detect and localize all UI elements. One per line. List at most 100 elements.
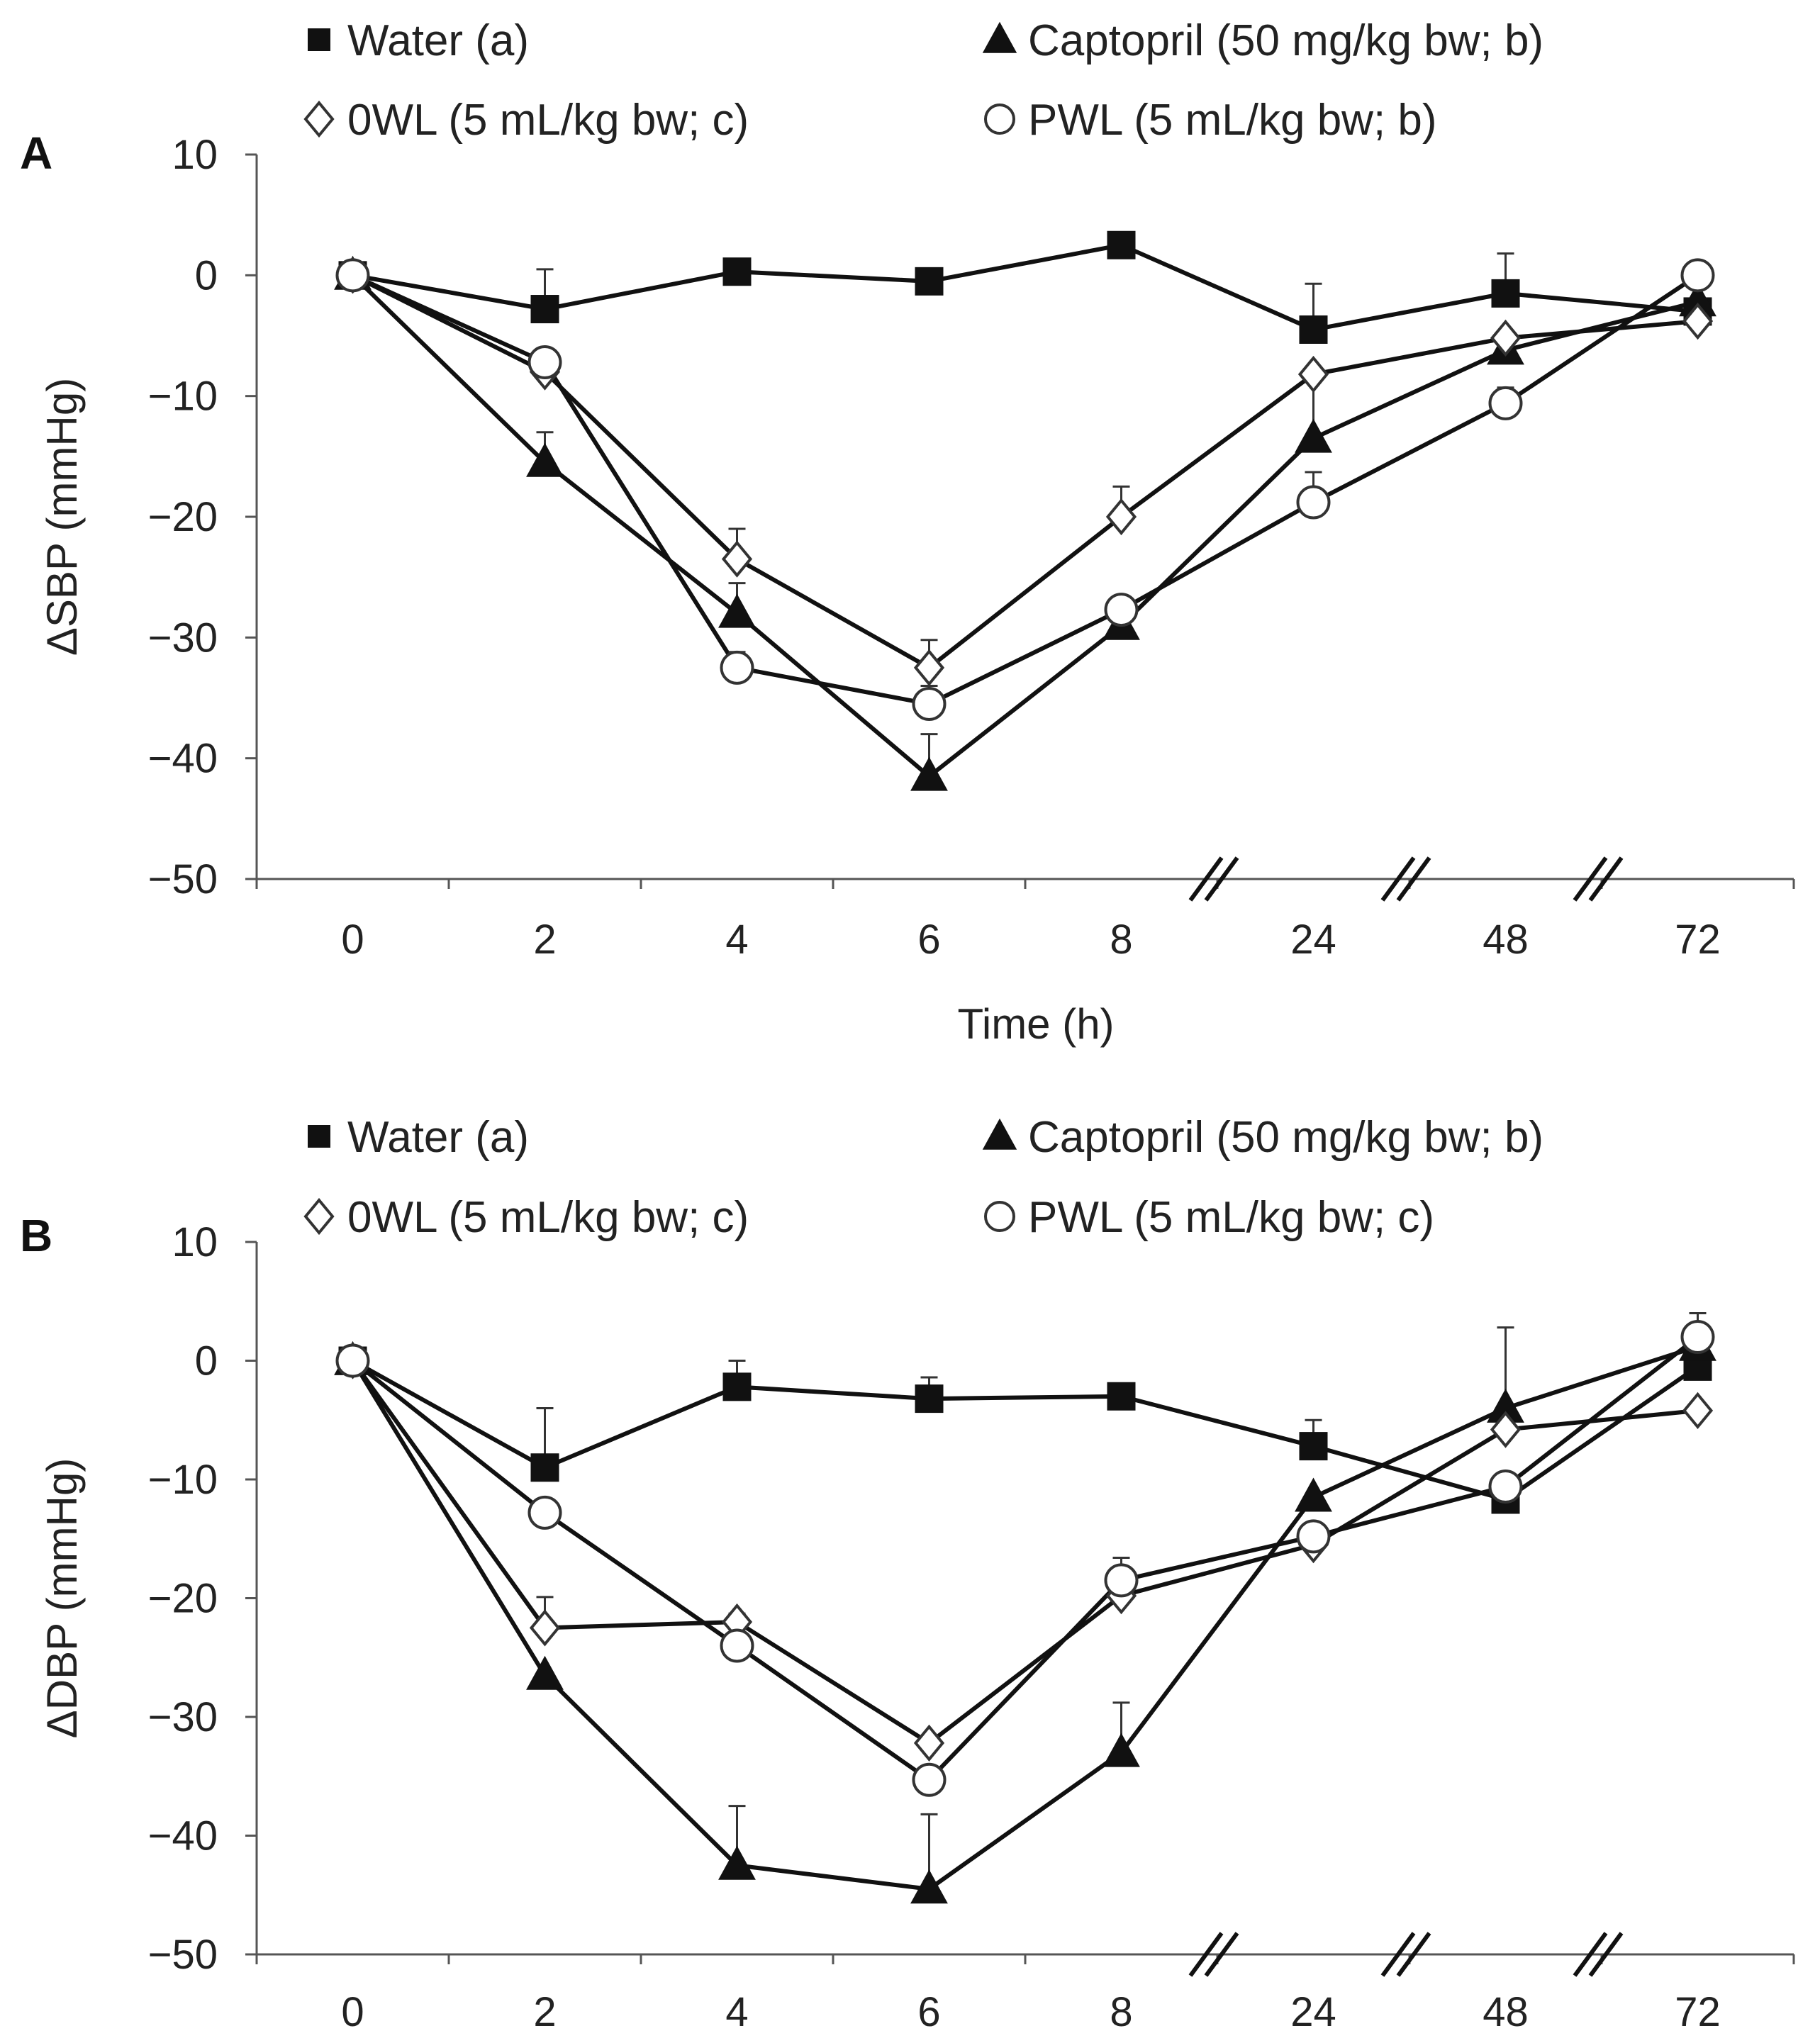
y-tick-label: −40 <box>148 736 218 782</box>
axis-break-stroke <box>1396 856 1431 902</box>
data-point-filled-square <box>722 257 752 286</box>
x-tick-label: 72 <box>1675 917 1721 963</box>
data-point-filled-triangle <box>1102 1733 1140 1767</box>
panel-label: A <box>20 128 52 179</box>
data-point-open-circle <box>335 1343 370 1378</box>
series-line-filled-square <box>352 1358 1699 1502</box>
x-axis-label: Time (h) <box>957 1000 1114 1048</box>
y-tick-label: −50 <box>148 856 218 902</box>
x-tick-label: 0 <box>341 1989 364 2035</box>
x-tick-label: 48 <box>1483 917 1529 963</box>
legend-entry-open-circle: PWL (5 mL/kg bw; c) <box>984 1193 1434 1242</box>
legend-marker-open-circle <box>984 103 1015 135</box>
legend-label: Captopril (50 mg/kg bw; b) <box>1028 1113 1543 1162</box>
legend-entry-open-diamond: 0WL (5 mL/kg bw; c) <box>303 1193 749 1242</box>
data-point-open-diamond <box>1105 498 1137 536</box>
axis-break-stroke <box>1573 856 1608 902</box>
data-point-open-circle <box>1296 485 1331 520</box>
y-tick-label: −30 <box>148 615 218 661</box>
data-point-open-diamond <box>1490 1411 1522 1448</box>
x-tick-label: 8 <box>1110 917 1132 963</box>
data-point-filled-square <box>915 267 944 296</box>
x-tick-label: 48 <box>1483 1989 1529 2035</box>
data-point-filled-triangle <box>526 442 564 477</box>
legend-marker-open-diamond <box>303 1197 335 1236</box>
data-point-filled-square <box>1107 230 1136 259</box>
data-point-filled-square <box>722 1372 752 1401</box>
y-tick-label: −20 <box>148 1576 218 1622</box>
data-point-open-circle <box>1680 258 1715 293</box>
x-tick-label: 6 <box>917 1989 940 2035</box>
legend-marker-filled-square <box>308 28 330 51</box>
data-point-open-circle <box>1104 1563 1139 1598</box>
data-point-filled-square <box>530 295 559 324</box>
data-point-open-circle <box>527 1495 562 1530</box>
legend-marker-filled-triangle <box>982 1118 1017 1150</box>
data-point-open-circle <box>1680 1320 1715 1354</box>
axis-break-stroke <box>1380 856 1416 902</box>
data-point-open-diamond <box>721 540 753 578</box>
data-point-filled-square <box>1299 1432 1328 1461</box>
legend-label: Water (a) <box>347 16 529 65</box>
axis-break-mark <box>1188 856 1239 902</box>
data-point-filled-triangle <box>910 756 948 791</box>
x-tick-label: 24 <box>1290 917 1336 963</box>
y-tick-label: 10 <box>172 1219 218 1265</box>
data-point-open-circle <box>527 345 562 379</box>
data-point-filled-triangle <box>526 1655 564 1690</box>
axis-break-mark <box>1188 1932 1239 1977</box>
axis-break-mark <box>1380 856 1431 902</box>
legend-label: PWL (5 mL/kg bw; b) <box>1028 96 1437 145</box>
data-point-open-circle <box>1104 593 1139 627</box>
data-point-open-circle <box>912 1762 947 1797</box>
axis-break-stroke <box>1204 856 1239 902</box>
data-point-open-circle <box>720 650 754 685</box>
series-line-filled-triangle <box>351 274 1699 779</box>
x-tick-label: 2 <box>533 1989 556 2035</box>
legend-entry-open-circle: PWL (5 mL/kg bw; b) <box>984 96 1437 145</box>
axis-break-stroke <box>1204 1932 1239 1977</box>
panel-label: B <box>20 1210 52 1261</box>
x-tick-label: 72 <box>1675 1989 1721 2035</box>
data-point-filled-square <box>915 1384 944 1414</box>
legend-marker-filled-square <box>308 1125 330 1148</box>
y-tick-label: −10 <box>148 1457 218 1503</box>
data-point-open-circle <box>335 258 370 293</box>
data-point-filled-square <box>530 1453 559 1482</box>
x-tick-label: 8 <box>1110 1989 1132 2035</box>
x-tick-label: 2 <box>533 917 556 963</box>
data-point-open-diamond <box>1297 355 1329 393</box>
y-axis-label: ΔDBP (mmHg) <box>38 1458 86 1739</box>
series-line-filled-square <box>352 242 1698 332</box>
panel-a-chart: Water (a) Captopril (50 mg/kg bw; b) 0WL (… <box>20 16 1795 1048</box>
x-tick-label: 4 <box>725 1989 748 2035</box>
data-point-filled-square <box>1107 1382 1136 1411</box>
data-point-filled-triangle <box>718 593 756 628</box>
legend-marker-open-circle <box>984 1201 1015 1232</box>
series-line-filled-triangle <box>350 1344 1699 1891</box>
legend-label: 0WL (5 mL/kg bw; c) <box>347 96 749 145</box>
legend-label: Water (a) <box>347 1113 529 1162</box>
y-tick-label: −30 <box>148 1694 218 1740</box>
data-point-open-diamond <box>913 649 945 687</box>
y-tick-label: −40 <box>148 1813 218 1859</box>
series-line-open-diamond <box>352 273 1698 670</box>
data-point-open-circle <box>912 687 947 722</box>
data-point-open-diamond <box>1490 319 1522 357</box>
data-point-open-circle <box>1488 1470 1523 1504</box>
y-tick-label: 0 <box>195 252 218 298</box>
axis-break-stroke <box>1588 856 1624 902</box>
legend-marker-open-diamond <box>303 100 335 138</box>
axis-break-mark <box>1573 1932 1624 1977</box>
x-tick-label: 24 <box>1290 1989 1336 2035</box>
data-point-open-diamond <box>529 1609 561 1647</box>
data-point-filled-square <box>1491 279 1520 308</box>
axis-break-stroke <box>1188 856 1224 902</box>
y-tick-label: −10 <box>148 374 218 420</box>
legend-marker-filled-triangle <box>982 21 1017 53</box>
axis-break-stroke <box>1396 1932 1431 1977</box>
data-point-filled-triangle <box>910 1869 948 1904</box>
axis-break-stroke <box>1188 1932 1224 1977</box>
data-point-filled-triangle <box>1679 282 1716 317</box>
